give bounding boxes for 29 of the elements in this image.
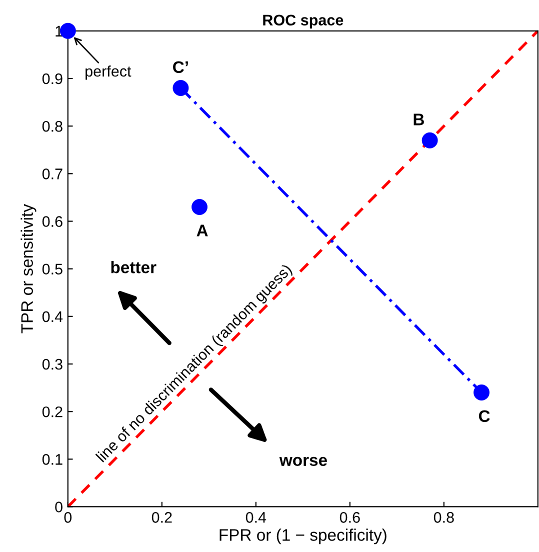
annotation: perfect <box>86 65 132 80</box>
chart-title: ROC space <box>263 14 344 29</box>
annotation: B <box>414 114 424 126</box>
annotation: C <box>478 410 490 422</box>
y-tick-label: 0.6 <box>42 216 62 227</box>
x-tick-label: 0.4 <box>246 512 266 523</box>
point <box>474 384 490 401</box>
x-tick-label: 0.8 <box>434 512 454 523</box>
y-tick-label: 0.8 <box>42 120 62 132</box>
x-tick-label: 0 <box>64 512 72 523</box>
point <box>422 132 438 148</box>
y-tick-label: 0.3 <box>42 358 62 370</box>
annotation: A <box>196 224 208 236</box>
y-tick-label: 0.9 <box>42 73 62 84</box>
x-axis-title: FPR or (1 − specificity) <box>220 528 386 544</box>
x-tick-label: 0.2 <box>152 512 172 523</box>
y-tick-label: 0 <box>55 502 62 512</box>
y-tick-label: 0.4 <box>42 311 63 322</box>
point <box>172 80 189 96</box>
y-tick-label: 0.7 <box>42 168 62 180</box>
annotation: worse <box>279 456 328 466</box>
annotation: better <box>111 261 156 274</box>
y-tick-label: 0.1 <box>42 454 62 465</box>
annotation: C’ <box>173 61 188 74</box>
y-tick-label: 0.2 <box>42 406 62 418</box>
point <box>192 198 208 215</box>
y-axis-title: TPR or sensitivity <box>20 204 36 334</box>
x-tick-label: 0.6 <box>340 512 360 523</box>
y-tick-label: 0.5 <box>42 264 62 275</box>
